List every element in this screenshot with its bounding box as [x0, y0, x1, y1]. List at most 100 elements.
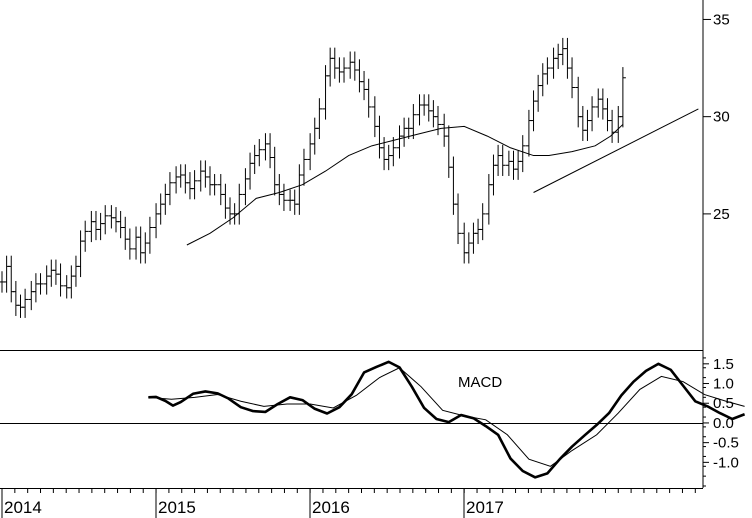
price-bar — [247, 152, 254, 190]
price-bar — [416, 94, 423, 126]
price-bar — [97, 212, 104, 241]
year-label: 2017 — [466, 498, 504, 517]
price-bar — [211, 174, 218, 196]
price-bar — [68, 265, 75, 299]
macd-tick-label: 1.5 — [713, 356, 734, 373]
price-bar — [271, 146, 278, 196]
price-bar — [396, 125, 403, 159]
price-bar — [222, 183, 229, 219]
price-bar — [356, 59, 363, 93]
price-bar — [166, 172, 173, 206]
macd-lines — [0, 360, 746, 479]
price-bar — [327, 47, 334, 87]
price-lines — [186, 108, 699, 246]
price-bar — [52, 259, 59, 285]
price-bar — [186, 172, 193, 200]
price-bar — [316, 98, 323, 140]
price-bar — [475, 218, 482, 245]
price-bar — [544, 57, 551, 85]
price-bar — [72, 255, 79, 287]
price-bar — [300, 148, 307, 186]
price-bars — [0, 37, 626, 318]
price-tick-label: 30 — [713, 109, 730, 126]
price-bar — [595, 88, 602, 118]
price-bar — [202, 160, 209, 188]
price-bar — [177, 164, 184, 188]
macd-title: MACD — [458, 374, 502, 391]
price-bar — [401, 117, 408, 147]
price-bar — [32, 273, 39, 303]
price-bar — [197, 160, 204, 192]
price-bar — [550, 47, 557, 79]
trendline — [533, 108, 699, 193]
price-bar — [445, 125, 452, 178]
price-bar — [126, 228, 133, 260]
price-bar — [206, 166, 213, 196]
price-bar — [619, 67, 626, 128]
price-bar — [479, 203, 486, 241]
price-bar — [173, 166, 180, 194]
year-label: 2014 — [4, 498, 42, 517]
price-bar — [410, 104, 417, 140]
price-bar — [365, 78, 372, 118]
price-bar — [17, 294, 24, 318]
price-bar — [133, 226, 140, 260]
price-bar — [589, 96, 596, 132]
price-bar — [515, 150, 522, 180]
price-bar — [430, 100, 437, 128]
x-axis: 2014 2015 2016 2017 — [1, 488, 696, 518]
price-bar — [385, 144, 392, 171]
price-bar — [227, 197, 234, 225]
price-bar — [461, 222, 468, 264]
macd-tick-label: 1.0 — [713, 376, 734, 393]
price-bar — [28, 280, 35, 311]
price-bar — [88, 210, 95, 243]
price-bar — [371, 96, 378, 138]
price-bar — [564, 37, 571, 79]
price-bar — [499, 144, 506, 176]
price-bar — [113, 207, 120, 233]
price-bar — [22, 288, 29, 318]
price-bar — [455, 193, 462, 245]
price-bar — [137, 226, 144, 264]
price-bar — [157, 193, 164, 225]
macd-tick-label: -0.5 — [713, 435, 739, 452]
price-bar — [390, 137, 397, 167]
price-bar — [307, 133, 314, 171]
price-bar — [579, 105, 586, 141]
price-bar — [251, 144, 258, 175]
price-bar — [465, 232, 472, 264]
macd-line — [148, 360, 746, 479]
price-bar — [519, 135, 526, 173]
price-bar — [351, 51, 358, 81]
price-bar — [341, 57, 348, 83]
price-bar — [331, 47, 338, 79]
price-bar — [604, 98, 611, 132]
price-bar — [569, 57, 576, 99]
price-bar — [559, 37, 566, 66]
price-tick-label: 25 — [713, 206, 730, 223]
moving-average-line — [186, 124, 624, 246]
price-bar — [37, 273, 44, 295]
price-bar — [599, 88, 606, 120]
macd-tick-label: 0.5 — [713, 395, 734, 412]
price-bar — [142, 232, 149, 264]
price-bar — [162, 183, 169, 215]
chart-frames — [0, 0, 704, 489]
price-bar — [236, 183, 243, 225]
price-bar — [242, 168, 249, 206]
price-bar — [77, 230, 84, 278]
price-bar — [122, 216, 129, 250]
price-bar — [117, 210, 124, 239]
price-bar — [510, 150, 517, 180]
price-bar — [495, 144, 502, 176]
signal-line — [148, 367, 745, 467]
price-bar — [505, 150, 512, 176]
price-bar — [256, 139, 263, 167]
price-y-axis: 25 30 35 — [703, 11, 730, 223]
price-bar — [555, 43, 562, 70]
price-bar — [530, 90, 537, 132]
price-bar — [82, 220, 89, 252]
price-bar — [435, 105, 442, 136]
